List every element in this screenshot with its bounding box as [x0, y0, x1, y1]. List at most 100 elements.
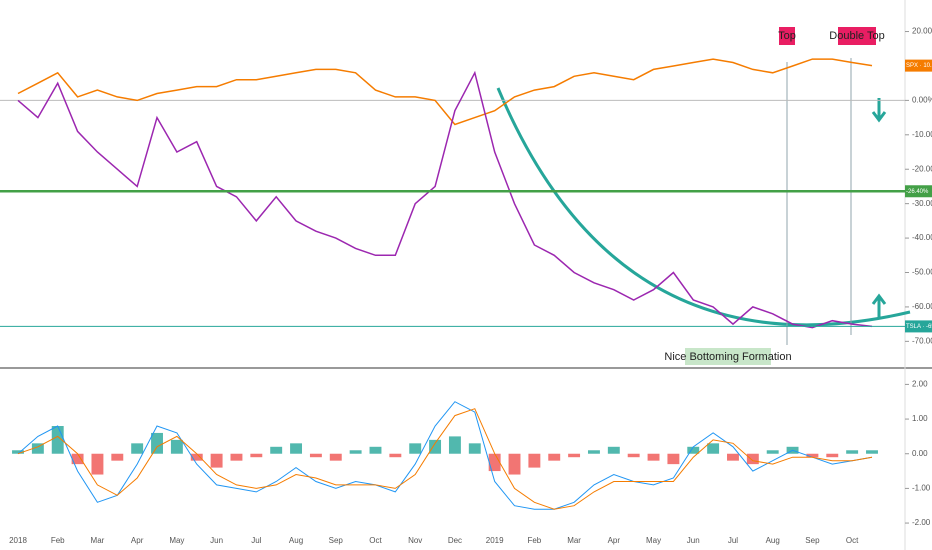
- histogram-bar: [806, 453, 819, 458]
- price-badge-label: TSLA · -65.66%: [906, 324, 932, 330]
- double-top-box: [838, 27, 876, 45]
- y-tick-label: -60.00%: [912, 302, 932, 311]
- x-tick-label: Dec: [448, 536, 462, 545]
- annotation: Top: [778, 30, 796, 42]
- histogram-bar: [12, 450, 24, 454]
- x-tick-label: Apr: [131, 536, 144, 545]
- down-arrow: [871, 98, 887, 123]
- histogram-bar: [568, 453, 581, 458]
- price-badge-label: SPX · 10.10%: [906, 63, 932, 69]
- x-tick-label: Jun: [687, 536, 700, 545]
- y-tick-label: -1.00: [912, 484, 931, 493]
- x-tick-label: 2018: [9, 536, 27, 545]
- histogram-bar: [329, 453, 342, 461]
- histogram-bar: [210, 453, 223, 468]
- histogram-bar: [667, 453, 680, 465]
- y-tick-label: -20.00%: [912, 164, 932, 173]
- histogram-bar: [230, 453, 243, 461]
- histogram-bar: [51, 426, 64, 454]
- y-tick-label: -70.00%: [912, 336, 932, 345]
- up-arrow: [871, 293, 887, 318]
- histogram-bar: [170, 439, 183, 454]
- x-tick-label: May: [169, 536, 184, 545]
- histogram-bar: [627, 453, 640, 458]
- y-tick-label: 1.00: [912, 414, 928, 423]
- x-tick-label: Sep: [329, 536, 344, 545]
- x-tick-label: Oct: [846, 536, 859, 545]
- x-tick-label: Aug: [766, 536, 780, 545]
- y-tick-label: -10.00%: [912, 130, 932, 139]
- y-tick-label: -2.00: [912, 518, 931, 527]
- histogram-bar: [528, 453, 541, 468]
- price-badge: [905, 59, 932, 72]
- histogram-bar: [548, 453, 561, 461]
- x-tick-label: Jun: [210, 536, 223, 545]
- histogram-bar: [349, 450, 362, 454]
- x-tick-label: Nov: [408, 536, 422, 545]
- histogram-bar: [91, 453, 104, 475]
- histogram-bar: [190, 453, 203, 461]
- histogram-bar: [151, 432, 163, 454]
- x-tick-label: Mar: [567, 536, 581, 545]
- x-tick-label: Sep: [805, 536, 820, 545]
- histogram-bar: [607, 446, 620, 454]
- macd-line: [17, 401, 873, 510]
- x-tick-label: Oct: [369, 536, 382, 545]
- histogram-bar: [707, 443, 720, 454]
- histogram-bar: [766, 450, 779, 454]
- x-tick-label: Jul: [728, 536, 738, 545]
- histogram-bar: [846, 450, 859, 454]
- price-badge-label: -26.40%: [906, 189, 929, 195]
- y-tick-label: -50.00%: [912, 268, 932, 277]
- x-tick-label: Mar: [91, 536, 105, 545]
- histogram-bar: [71, 453, 84, 465]
- histogram-bar: [727, 453, 739, 461]
- x-tick-label: Feb: [51, 536, 65, 545]
- y-tick-label: -30.00%: [912, 199, 932, 208]
- histogram-bar: [587, 450, 600, 454]
- histogram-bar: [647, 453, 660, 461]
- histogram-bar: [448, 436, 461, 454]
- y-tick-label: -40.00%: [912, 233, 932, 242]
- x-tick-label: May: [646, 536, 661, 545]
- annotation: Double Top: [829, 30, 884, 42]
- histogram-bar: [250, 453, 263, 458]
- plot: 20.00%10.00%0.00%-10.00%-20.00%-30.00%-4…: [0, 27, 932, 545]
- histogram-bar: [409, 443, 422, 454]
- price-badge: [905, 185, 932, 198]
- histogram-bar: [389, 453, 402, 458]
- annotation: Nice Bottoming Formation: [664, 351, 791, 363]
- top-box: [779, 27, 795, 45]
- series-line: [17, 58, 873, 126]
- histogram-bar: [746, 453, 759, 465]
- histogram-bar: [290, 443, 303, 454]
- series-line: [17, 70, 873, 329]
- x-tick-label: Aug: [289, 536, 303, 545]
- y-tick-label: 2.00: [912, 380, 928, 389]
- y-tick-label: 0.00: [912, 449, 928, 458]
- x-tick-label: 2019: [486, 536, 504, 545]
- histogram-bar: [508, 453, 521, 475]
- bottom-curve: [496, 87, 911, 327]
- x-tick-label: Apr: [608, 536, 621, 545]
- macd-line: [17, 408, 873, 510]
- histogram-bar: [866, 450, 878, 454]
- histogram-bar: [309, 453, 322, 458]
- y-tick-label: 20.00%: [912, 27, 932, 36]
- bottom-box: [685, 348, 771, 365]
- histogram-bar: [131, 443, 144, 454]
- y-tick-label: 0.00%: [912, 95, 932, 104]
- histogram-bar: [270, 446, 283, 454]
- x-tick-label: Feb: [527, 536, 541, 545]
- histogram-bar: [687, 446, 700, 454]
- histogram-bar: [31, 443, 44, 454]
- histogram-bar: [468, 443, 481, 454]
- histogram-bar: [111, 453, 124, 461]
- histogram-bar: [488, 453, 501, 472]
- histogram-bar: [826, 453, 839, 458]
- price-badge: [905, 320, 932, 333]
- histogram-bar: [369, 446, 382, 454]
- histogram-bar: [429, 439, 442, 454]
